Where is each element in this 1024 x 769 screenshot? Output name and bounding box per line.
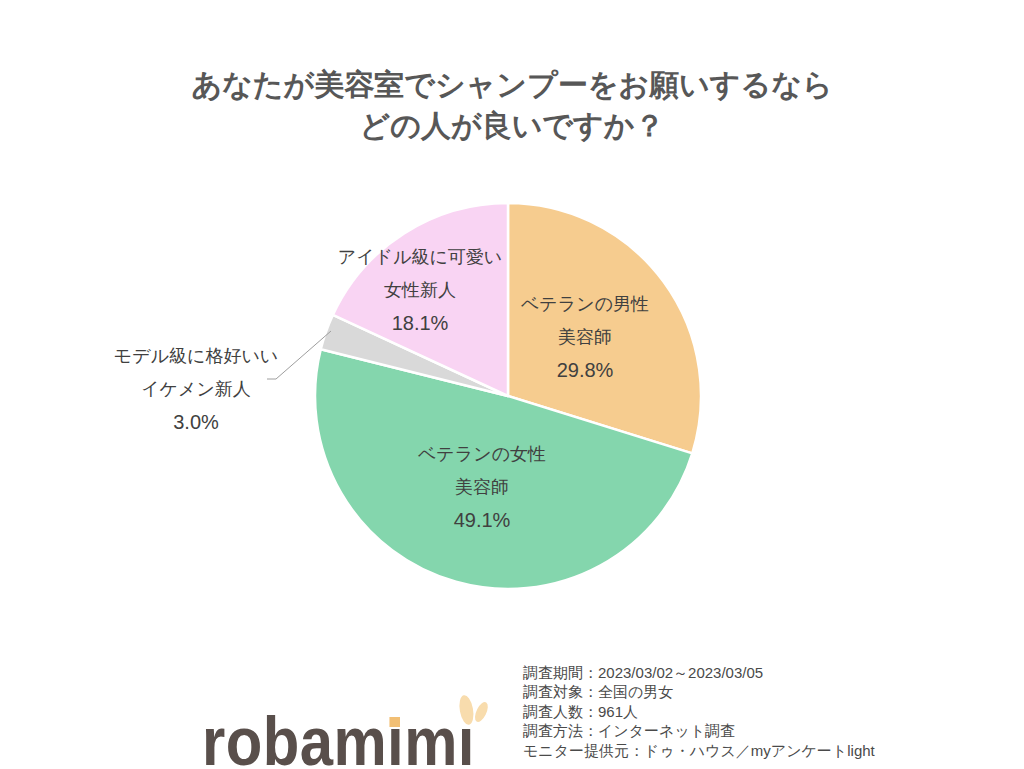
survey-line: 調査期間：2023/03/02～2023/03/05 (523, 663, 875, 682)
label-line: 美容師 (418, 471, 546, 504)
page-root: あなたが美容室でシャンプーをお願いするなら どの人が良いですか？ ベテランの男性… (0, 0, 1024, 769)
label-line: イケメン新人 (114, 373, 279, 406)
label-veteran-female-hairdresser: ベテランの女性 美容師 49.1% (418, 438, 546, 537)
survey-line: 調査方法：インターネット調査 (523, 721, 875, 740)
label-cute-newcomer: アイドル級に可愛い 女性新人 18.1% (338, 241, 503, 340)
label-line: ベテランの男性 (521, 288, 649, 321)
label-percent: 3.0% (114, 406, 279, 439)
logo-char: b (263, 707, 300, 769)
label-percent: 49.1% (418, 504, 546, 537)
label-line: モデル級に格好いい (114, 340, 279, 373)
logo-char: r (202, 707, 226, 769)
label-percent: 18.1% (338, 307, 503, 340)
robamimi-logo: robamımı (202, 707, 475, 769)
logo-orange-dot-icon (390, 717, 401, 727)
logo-char: ı (458, 707, 475, 769)
label-percent: 29.8% (521, 354, 649, 387)
logo-char: a (300, 707, 334, 769)
survey-line: モニター提供元：ドゥ・ハウス／myアンケートlight (523, 741, 875, 760)
label-line: 女性新人 (338, 274, 503, 307)
label-line: ベテランの女性 (418, 438, 546, 471)
label-veteran-male-hairdresser: ベテランの男性 美容師 29.8% (521, 288, 649, 387)
logo-char: m (404, 707, 458, 769)
label-handsome-newcomer: モデル級に格好いい イケメン新人 3.0% (114, 340, 279, 439)
logo-char: o (226, 707, 263, 769)
survey-info: 調査期間：2023/03/02～2023/03/05 調査対象：全国の男女 調査… (523, 663, 875, 760)
label-line: 美容師 (521, 321, 649, 354)
logo-char: m (333, 707, 387, 769)
survey-line: 調査人数：961人 (523, 702, 875, 721)
survey-line: 調査対象：全国の男女 (523, 682, 875, 701)
label-line: アイドル級に可愛い (338, 241, 503, 274)
logo-char: ı (387, 707, 404, 769)
